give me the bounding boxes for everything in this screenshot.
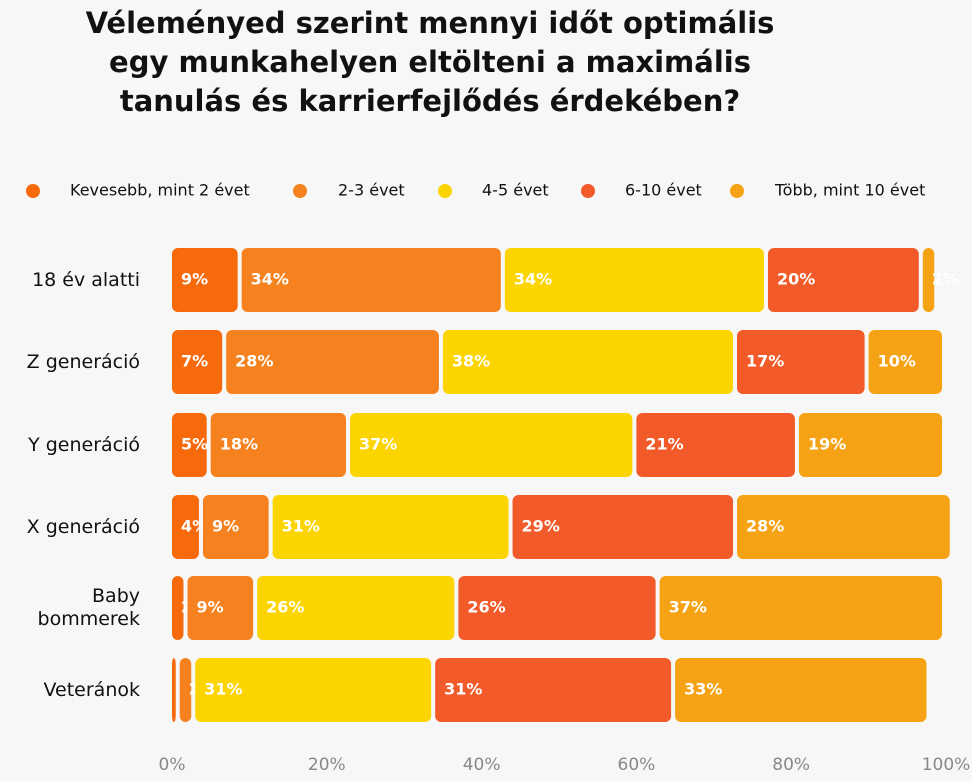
- x-tick-label: 80%: [772, 755, 810, 775]
- legend-label: 6-10 évet: [625, 181, 702, 200]
- bar-segment: [179, 658, 192, 722]
- value-label: 31%: [204, 680, 242, 699]
- legend-label: Több, mint 10 évet: [774, 181, 925, 200]
- category-label: Baby bommerek: [37, 585, 140, 630]
- x-tick-label: 20%: [308, 755, 346, 775]
- value-label: 26%: [266, 598, 304, 617]
- value-label: 9%: [196, 598, 223, 617]
- bar-segment: [272, 495, 509, 559]
- bar-segment: [504, 248, 764, 312]
- value-label: 28%: [235, 352, 273, 371]
- bar-segment: [435, 658, 672, 722]
- value-label: 2%: [932, 270, 959, 289]
- value-label: 26%: [467, 598, 505, 617]
- legend-marker: [438, 184, 452, 198]
- value-label: 37%: [359, 435, 397, 454]
- legend-marker: [730, 184, 744, 198]
- bar-segment: [767, 248, 919, 312]
- bar-segment: [210, 413, 347, 477]
- legend-label: Kevesebb, mint 2 évet: [70, 181, 250, 200]
- bar-segment: [512, 495, 734, 559]
- legend-marker: [293, 184, 307, 198]
- bar-segment: [675, 658, 927, 722]
- category-label: Veteránok: [43, 678, 140, 701]
- legend-marker: [581, 184, 595, 198]
- bar-segment: [350, 413, 633, 477]
- value-label: 9%: [212, 517, 239, 536]
- category-label: 18 év alatti: [32, 268, 140, 291]
- value-label: 28%: [746, 517, 784, 536]
- bar-segment: [202, 495, 269, 559]
- bar-segment: [257, 576, 455, 640]
- value-label: 7%: [181, 352, 208, 371]
- bar-segment: [922, 248, 935, 312]
- value-label: 19%: [808, 435, 846, 454]
- bar-segment: [868, 330, 942, 394]
- bar-segment: [458, 576, 656, 640]
- value-label: 4%: [181, 517, 208, 536]
- value-label: 10%: [878, 352, 916, 371]
- bar-segment: [442, 330, 734, 394]
- bar-segment: [241, 248, 501, 312]
- value-label: 34%: [251, 270, 289, 289]
- x-tick-label: 40%: [463, 755, 501, 775]
- legend-label: 2-3 évet: [338, 181, 405, 200]
- value-label: 18%: [220, 435, 258, 454]
- value-label: 17%: [746, 352, 784, 371]
- category-label: Z generáció: [26, 350, 140, 373]
- value-label: 20%: [777, 270, 815, 289]
- value-label: 37%: [669, 598, 707, 617]
- value-label: 9%: [181, 270, 208, 289]
- bar-segment: [172, 413, 207, 477]
- bar-segment: [187, 576, 254, 640]
- value-label: 38%: [452, 352, 490, 371]
- x-tick-label: 60%: [618, 755, 656, 775]
- bar-segment: [226, 330, 439, 394]
- chart-title: Véleményed szerint mennyi időt optimális…: [85, 6, 775, 118]
- bar-segment: [798, 413, 942, 477]
- value-label: 33%: [684, 680, 722, 699]
- legend-label: 4-5 évet: [482, 181, 549, 200]
- bar-segment: [172, 576, 184, 640]
- legend-marker: [26, 184, 40, 198]
- category-label: X generáció: [26, 515, 140, 538]
- bar-segment: [636, 413, 795, 477]
- value-label: 5%: [181, 435, 208, 454]
- value-label: 29%: [522, 517, 560, 536]
- bar-segment: [195, 658, 432, 722]
- bar-segment: [172, 248, 238, 312]
- bar-segment: [172, 658, 176, 722]
- category-label: Y generáció: [28, 433, 140, 456]
- x-tick-label: 0%: [159, 755, 186, 775]
- bar-segment: [737, 330, 865, 394]
- bar-segment: [172, 495, 199, 559]
- x-tick-label: 100%: [922, 755, 971, 775]
- bar-segment: [172, 330, 223, 394]
- value-label: 31%: [282, 517, 320, 536]
- value-label: 31%: [444, 680, 482, 699]
- bar-segment: [737, 495, 950, 559]
- value-label: 21%: [645, 435, 683, 454]
- bar-segment: [659, 576, 942, 640]
- value-label: 34%: [514, 270, 552, 289]
